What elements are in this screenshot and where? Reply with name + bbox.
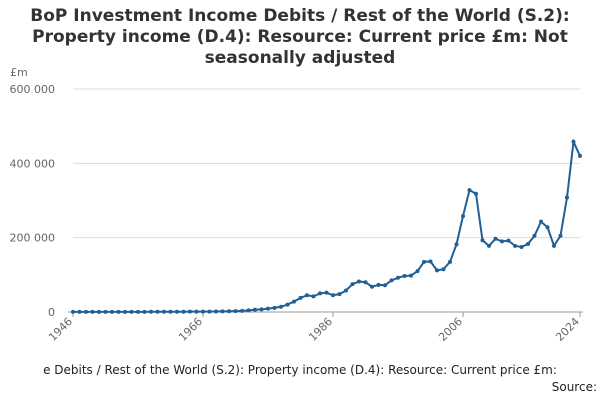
- y-tick-label: 200 000: [10, 232, 56, 245]
- line: [73, 138, 581, 313]
- point: [188, 309, 192, 314]
- point: [370, 284, 374, 289]
- point: [344, 288, 348, 293]
- point: [519, 244, 524, 249]
- point: [136, 309, 140, 314]
- point: [474, 191, 478, 196]
- point: [409, 273, 413, 278]
- point: [116, 309, 121, 314]
- point: [402, 273, 407, 278]
- point: [396, 275, 400, 280]
- y-tick-label: 600 000: [10, 83, 56, 96]
- point: [103, 309, 108, 314]
- point: [578, 153, 582, 158]
- point: [246, 308, 251, 313]
- y-tick-label: 0: [48, 306, 55, 319]
- point: [376, 282, 381, 287]
- x-tick-label: 2006: [436, 315, 465, 344]
- point: [259, 307, 264, 312]
- point: [415, 269, 420, 274]
- point: [279, 304, 283, 309]
- point: [435, 268, 439, 273]
- point: [194, 309, 199, 314]
- source: Source:: [552, 380, 597, 394]
- point: [467, 188, 472, 193]
- point: [175, 309, 179, 314]
- point: [110, 309, 114, 314]
- point: [90, 309, 95, 314]
- point: [201, 309, 205, 314]
- point: [84, 309, 88, 314]
- point: [220, 309, 225, 314]
- point: [129, 309, 134, 314]
- point: [155, 309, 160, 314]
- point: [77, 309, 82, 314]
- y-tick-label: 400 000: [10, 157, 56, 170]
- point: [513, 243, 517, 248]
- point: [311, 294, 316, 299]
- x-tick-label: 1986: [306, 315, 335, 344]
- point: [324, 290, 329, 295]
- point: [487, 243, 491, 248]
- point: [168, 309, 173, 314]
- point: [97, 309, 101, 314]
- point: [181, 309, 186, 314]
- x-tick-label: 2024: [553, 315, 582, 344]
- point: [162, 309, 166, 314]
- point: [357, 279, 361, 284]
- point: [363, 280, 368, 285]
- point: [318, 291, 322, 296]
- point: [149, 309, 153, 314]
- y-axis-label: £m: [10, 66, 28, 79]
- point: [207, 309, 212, 314]
- chart-title: BoP Investment Income Debits / Rest of t…: [30, 6, 570, 68]
- point: [493, 236, 498, 241]
- point: [298, 295, 303, 300]
- point: [253, 307, 257, 312]
- point: [227, 309, 231, 314]
- point: [331, 293, 335, 298]
- point: [285, 302, 290, 307]
- point: [142, 309, 147, 314]
- point: [461, 214, 465, 219]
- point: [240, 308, 244, 313]
- point: [441, 267, 446, 272]
- x-tick-label: 1946: [46, 315, 75, 344]
- point: [545, 225, 550, 230]
- point: [233, 309, 238, 314]
- point: [571, 139, 576, 144]
- point: [337, 292, 342, 297]
- point: [506, 238, 511, 243]
- point: [272, 305, 277, 310]
- point: [214, 309, 218, 314]
- point: [123, 309, 127, 314]
- point: [500, 239, 504, 244]
- point: [480, 238, 485, 243]
- point: [71, 309, 75, 314]
- point: [565, 195, 569, 200]
- point: [552, 243, 556, 248]
- point: [558, 233, 563, 238]
- point: [389, 278, 394, 283]
- point: [539, 219, 543, 224]
- point: [292, 299, 296, 304]
- point: [526, 241, 530, 246]
- point: [266, 306, 270, 311]
- point: [305, 293, 309, 298]
- x-tick-label: 1966: [176, 315, 205, 344]
- footer: e Debits / Rest of the World (S.2): Prop…: [43, 363, 557, 377]
- point: [428, 259, 433, 264]
- point: [383, 283, 387, 288]
- point: [454, 242, 459, 247]
- point: [350, 282, 355, 287]
- point: [532, 233, 537, 238]
- point: [448, 259, 452, 264]
- point: [422, 259, 426, 264]
